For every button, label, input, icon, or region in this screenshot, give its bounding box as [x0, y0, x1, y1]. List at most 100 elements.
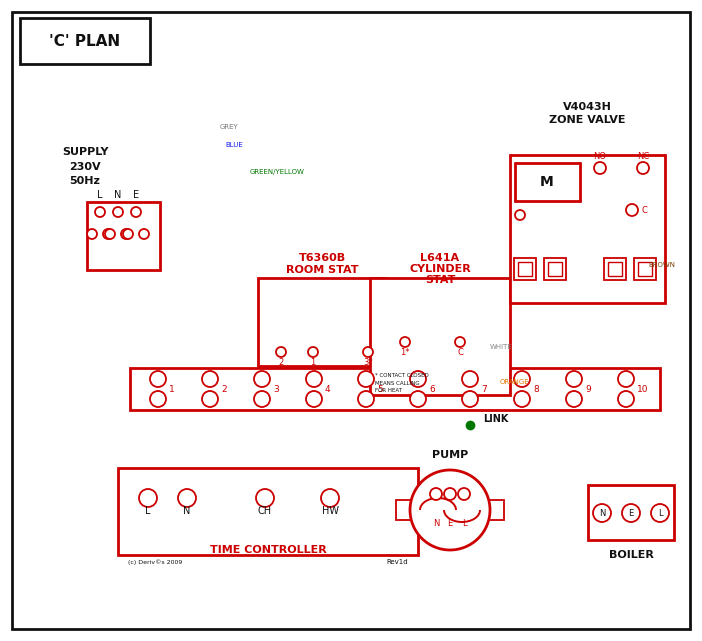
Circle shape — [321, 489, 339, 507]
Text: ROOM STAT: ROOM STAT — [286, 265, 358, 275]
Circle shape — [410, 470, 490, 550]
Text: CYLINDER: CYLINDER — [409, 264, 471, 274]
Text: 10: 10 — [637, 385, 649, 394]
Circle shape — [637, 162, 649, 174]
Bar — [118, 468, 418, 555]
Text: (c) Deriv©s 2009: (c) Deriv©s 2009 — [128, 559, 183, 565]
Text: HW: HW — [322, 506, 338, 516]
Text: 2: 2 — [279, 358, 284, 367]
Text: FOR HEAT: FOR HEAT — [375, 388, 402, 394]
Text: PUMP: PUMP — [432, 450, 468, 460]
Text: 9: 9 — [585, 385, 591, 394]
Text: 1: 1 — [310, 358, 316, 367]
Text: * CONTACT CLOSED: * CONTACT CLOSED — [375, 372, 429, 378]
Circle shape — [566, 391, 582, 407]
Circle shape — [455, 337, 465, 347]
Bar — [608, 262, 622, 276]
Circle shape — [593, 504, 611, 522]
Bar — [514, 258, 536, 280]
Text: L641A: L641A — [420, 253, 460, 263]
Text: Rev1d: Rev1d — [386, 559, 408, 565]
Circle shape — [139, 489, 157, 507]
Circle shape — [444, 488, 456, 500]
Circle shape — [651, 504, 669, 522]
Bar — [396, 500, 412, 520]
Circle shape — [430, 488, 442, 500]
Text: 7: 7 — [481, 385, 486, 394]
Circle shape — [150, 371, 166, 387]
Circle shape — [113, 207, 123, 217]
Bar — [130, 368, 660, 410]
Text: NO: NO — [593, 151, 607, 160]
Text: E: E — [133, 190, 139, 200]
Text: L: L — [462, 519, 466, 528]
Circle shape — [150, 391, 166, 407]
Bar — [20, 18, 150, 64]
Bar — [604, 258, 626, 280]
Text: 2: 2 — [221, 385, 227, 394]
Circle shape — [358, 371, 374, 387]
Text: BROWN: BROWN — [648, 262, 675, 268]
Bar — [548, 262, 562, 276]
Circle shape — [618, 391, 634, 407]
Text: TIME CONTROLLER: TIME CONTROLLER — [210, 545, 326, 555]
Circle shape — [410, 371, 426, 387]
Circle shape — [276, 347, 286, 357]
Text: 1: 1 — [169, 385, 175, 394]
Text: 230V: 230V — [69, 162, 101, 172]
Circle shape — [254, 371, 270, 387]
Text: STAT: STAT — [425, 275, 455, 285]
Text: ZONE VALVE: ZONE VALVE — [549, 115, 625, 125]
Circle shape — [202, 391, 218, 407]
Text: 3: 3 — [273, 385, 279, 394]
Circle shape — [105, 229, 115, 239]
Text: N: N — [114, 190, 121, 200]
Text: ORANGE: ORANGE — [500, 379, 529, 385]
Text: GREY: GREY — [220, 124, 239, 130]
Text: 50Hz: 50Hz — [69, 176, 100, 186]
Circle shape — [400, 337, 410, 347]
Text: CH: CH — [258, 506, 272, 516]
Bar — [87, 202, 160, 270]
Text: 6: 6 — [429, 385, 435, 394]
Circle shape — [306, 391, 322, 407]
Text: M: M — [540, 175, 554, 189]
Text: BOILER: BOILER — [609, 550, 654, 560]
Circle shape — [256, 489, 274, 507]
Circle shape — [618, 371, 634, 387]
Circle shape — [514, 391, 530, 407]
Text: NC: NC — [637, 151, 649, 160]
Bar — [544, 258, 566, 280]
Text: N: N — [599, 508, 605, 517]
Circle shape — [131, 207, 141, 217]
Text: GREEN/YELLOW: GREEN/YELLOW — [250, 169, 305, 175]
Text: L: L — [98, 190, 102, 200]
Bar — [488, 500, 504, 520]
Text: T6360B: T6360B — [298, 253, 345, 263]
Circle shape — [514, 371, 530, 387]
Circle shape — [306, 371, 322, 387]
Text: LINK: LINK — [483, 414, 509, 424]
Text: N: N — [433, 519, 439, 528]
Bar — [634, 258, 656, 280]
Circle shape — [178, 489, 196, 507]
Circle shape — [363, 347, 373, 357]
Circle shape — [202, 371, 218, 387]
Text: WHITE: WHITE — [490, 344, 512, 350]
Bar — [588, 485, 674, 540]
Circle shape — [123, 229, 133, 239]
Circle shape — [358, 391, 374, 407]
Text: 4: 4 — [325, 385, 331, 394]
Text: 8: 8 — [533, 385, 538, 394]
Circle shape — [626, 204, 638, 216]
Circle shape — [95, 207, 105, 217]
Circle shape — [121, 229, 131, 239]
Circle shape — [622, 504, 640, 522]
Text: 1*: 1* — [400, 347, 410, 356]
Text: BLUE: BLUE — [225, 142, 243, 148]
Circle shape — [515, 210, 525, 220]
Text: V4043H: V4043H — [563, 102, 612, 112]
Text: L: L — [658, 508, 662, 517]
Circle shape — [254, 391, 270, 407]
Text: MEANS CALLING: MEANS CALLING — [375, 381, 420, 385]
